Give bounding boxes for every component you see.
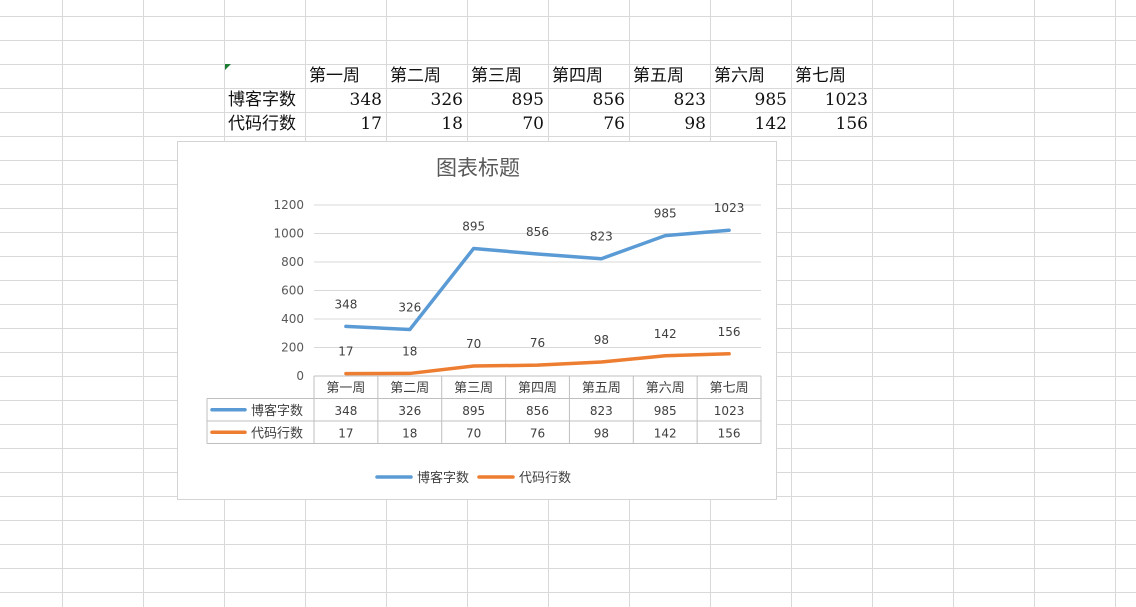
table-value: 856: [526, 404, 549, 418]
y-tick-label: 1200: [273, 198, 304, 212]
y-tick-label: 800: [281, 255, 304, 269]
value-cell[interactable]: 142: [754, 114, 787, 134]
y-tick-label: 1000: [273, 227, 304, 241]
value-cell[interactable]: 823: [673, 90, 706, 110]
data-label: 18: [402, 344, 417, 358]
data-label: 142: [654, 327, 677, 341]
chart-plot: 0 200 400 600 800 1000 1200 348 326 895 856 823 985 1…: [206, 198, 762, 486]
series-line-1[interactable]: [344, 352, 731, 376]
row-label-cell[interactable]: 代码行数: [228, 114, 296, 134]
value-cell[interactable]: 1023: [824, 90, 868, 110]
x-tick-label: 第三周: [454, 381, 493, 396]
legend-label: 博客字数: [417, 470, 469, 486]
x-tick-label: 第一周: [326, 381, 365, 396]
table-value: 823: [590, 404, 613, 418]
data-label: 1023: [714, 201, 745, 215]
y-tick-label: 400: [281, 312, 304, 326]
header-cell[interactable]: 第三周: [471, 66, 522, 86]
x-tick-label: 第七周: [710, 381, 749, 396]
value-cell[interactable]: 98: [684, 114, 706, 134]
table-value: 17: [338, 426, 353, 440]
data-label: 326: [398, 301, 421, 315]
data-label: 17: [338, 345, 353, 359]
table-value: 348: [334, 404, 357, 418]
data-label: 156: [718, 325, 741, 339]
table-value: 142: [654, 426, 677, 440]
y-tick-label: 200: [281, 341, 304, 355]
cell-comment-marker: [225, 64, 231, 70]
value-cell[interactable]: 17: [360, 114, 382, 134]
table-value: 985: [654, 404, 677, 418]
table-value: 76: [530, 426, 545, 440]
header-cell[interactable]: 第二周: [390, 66, 441, 86]
legend-entry[interactable]: 代码行数: [477, 471, 571, 486]
data-label: 98: [594, 333, 609, 347]
series-line-0[interactable]: [344, 228, 731, 332]
table-series-name: 代码行数: [251, 426, 303, 441]
table-series-name: 博客字数: [251, 403, 303, 419]
data-label: 895: [462, 219, 485, 233]
value-cell[interactable]: 895: [511, 90, 544, 110]
x-tick-label: 第六周: [646, 381, 685, 396]
header-cell[interactable]: 第七周: [795, 66, 846, 86]
header-cell[interactable]: 第四周: [552, 66, 603, 86]
value-cell[interactable]: 348: [349, 90, 382, 110]
row-label-cell[interactable]: 博客字数: [228, 90, 296, 110]
y-tick-label: 600: [281, 284, 304, 298]
x-tick-label: 第四周: [518, 381, 557, 396]
legend-entry[interactable]: 博客字数: [375, 470, 469, 486]
table-value: 70: [466, 426, 481, 440]
value-cell[interactable]: 76: [603, 114, 625, 134]
value-cell[interactable]: 326: [430, 90, 463, 110]
value-cell[interactable]: 856: [592, 90, 625, 110]
x-tick-label: 第五周: [582, 381, 621, 396]
y-tick-label: 0: [296, 369, 304, 383]
table-value: 98: [594, 426, 609, 440]
table-value: 326: [398, 404, 421, 418]
data-label: 70: [466, 337, 481, 351]
table-value: 156: [718, 426, 741, 440]
header-cell[interactable]: 第五周: [633, 66, 684, 86]
table-value: 895: [462, 404, 485, 418]
value-cell[interactable]: 18: [441, 114, 463, 134]
line-chart[interactable]: 图表标题 0 200 400 600 800 1000 1200 348 326 895 856 82…: [177, 141, 777, 500]
value-cell[interactable]: 70: [522, 114, 544, 134]
value-cell[interactable]: 985: [754, 90, 787, 110]
value-cell[interactable]: 156: [835, 114, 868, 134]
header-cell[interactable]: 第一周: [309, 66, 360, 86]
table-value: 1023: [714, 404, 745, 418]
data-label: 823: [590, 230, 613, 244]
legend-label: 代码行数: [519, 471, 571, 486]
data-label: 348: [334, 297, 357, 311]
header-cell[interactable]: 第六周: [714, 66, 765, 86]
data-label: 76: [530, 336, 545, 350]
table-value: 18: [402, 426, 417, 440]
data-label: 856: [526, 225, 549, 239]
data-label: 985: [654, 207, 677, 221]
chart-title[interactable]: 图表标题: [436, 156, 520, 180]
x-tick-label: 第二周: [390, 381, 429, 396]
